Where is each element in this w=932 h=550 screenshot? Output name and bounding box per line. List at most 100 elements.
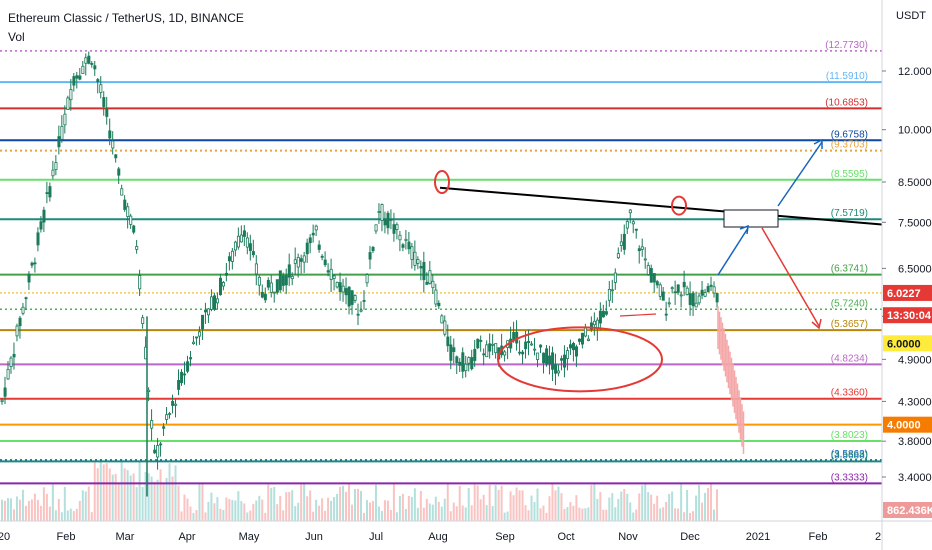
volume-bar: [132, 473, 135, 521]
volume-bar: [126, 470, 129, 521]
volume-bar: [515, 487, 518, 521]
volume-bar: [342, 485, 345, 521]
candle-body: [362, 300, 366, 302]
candle-body: [117, 168, 121, 176]
volume-bar: [30, 499, 33, 521]
volume-bar: [368, 502, 371, 521]
price-badge-label: 13:30:04: [887, 310, 932, 322]
blue-arrow: [777, 141, 823, 207]
candle-body: [338, 282, 342, 292]
volume-bar: [78, 500, 81, 521]
volume-bar: [491, 506, 494, 521]
volume-bar: [318, 505, 321, 521]
price-tick-label: 4.9000: [898, 354, 932, 366]
volume-bar: [440, 506, 443, 521]
candle-body: [482, 353, 486, 356]
time-tick-label: Aug: [428, 531, 448, 543]
candle-body: [554, 364, 558, 374]
time-tick-label: Feb: [809, 531, 828, 543]
volume-bar: [644, 483, 647, 521]
price-tick-label: 10.0000: [898, 125, 932, 137]
volume-bar: [497, 489, 500, 521]
candle-body: [569, 344, 573, 349]
candle-body: [24, 297, 28, 300]
candle-body: [580, 332, 584, 345]
volume-bar: [15, 496, 18, 521]
volume-bar: [566, 507, 569, 521]
candle-body: [380, 204, 384, 221]
candle-body: [335, 281, 339, 288]
level-label: (3.5688): [831, 450, 868, 461]
candle-body: [278, 270, 282, 291]
candle-body: [299, 258, 303, 262]
volume-bar: [273, 486, 276, 521]
candle-body: [48, 186, 52, 198]
volume-bar: [395, 512, 398, 521]
time-axis: 20 Feb Mar Apr May Jun Jul Aug Sep Oct Nov Dec 2021 F…: [0, 520, 932, 543]
candle-body: [583, 327, 587, 337]
candle-body: [320, 255, 324, 258]
volume-bar: [93, 460, 96, 521]
volume-bar: [407, 496, 410, 521]
volume-bar: [413, 488, 416, 521]
candle-body: [141, 317, 145, 325]
volume-bar: [198, 484, 201, 521]
volume-bar: [674, 508, 677, 521]
level-label: (3.8023): [831, 430, 868, 441]
time-tick-label: Feb: [57, 531, 76, 543]
candle-body: [649, 268, 653, 283]
volume-bar: [446, 483, 449, 521]
volume-bar: [348, 483, 351, 521]
volume-bar: [195, 510, 198, 521]
time-tick-label: Jul: [369, 531, 383, 543]
volume-bar: [360, 491, 362, 521]
candle-body: [204, 309, 208, 313]
volume-bar: [189, 506, 192, 521]
price-badge-label: 4.0000: [887, 420, 921, 432]
volume-bar: [279, 496, 282, 521]
candle-body: [524, 341, 528, 350]
candle-body: [0, 399, 4, 402]
candle-body: [566, 350, 570, 359]
candle-body: [272, 291, 276, 294]
candle-body: [96, 79, 100, 83]
volume-bar: [641, 485, 644, 521]
candle-body: [676, 284, 680, 293]
candle-body: [368, 252, 372, 260]
volume-bar: [192, 512, 195, 521]
price-badge: [883, 307, 932, 324]
candle-body: [416, 259, 420, 264]
volume-bar: [327, 497, 330, 521]
volume-bar: [6, 498, 9, 521]
candle-body: [476, 338, 480, 349]
candle-body: [42, 209, 46, 223]
candle-body: [266, 280, 270, 288]
volume-bar: [300, 484, 303, 521]
volume-bar: [282, 510, 285, 521]
volume-bar: [51, 484, 54, 521]
volume-bar: [470, 505, 473, 521]
volume-bar: [485, 505, 488, 521]
volume-bar: [288, 491, 291, 521]
candle-body: [36, 232, 40, 246]
candle-body: [697, 295, 701, 304]
horizontal-levels: (12.7730) (11.5910) (10.6853) (9.6758)(9.37…: [0, 40, 882, 485]
candle-body: [329, 268, 333, 280]
volume-bar: [575, 495, 578, 521]
candle-body: [661, 291, 665, 301]
level-label: (5.3657): [831, 319, 868, 330]
candle-body: [159, 443, 163, 446]
candle-body: [536, 352, 540, 360]
candle-body: [84, 57, 88, 64]
volume-bar: [237, 491, 240, 521]
volume-bar: [336, 493, 339, 521]
volume-bar: [389, 510, 392, 521]
candle-body: [233, 241, 237, 251]
level-label: (4.3360): [831, 388, 868, 399]
volume-bar: [398, 495, 401, 521]
volume-bar: [617, 498, 620, 521]
candle-body: [281, 275, 285, 286]
candle-body: [30, 262, 34, 266]
